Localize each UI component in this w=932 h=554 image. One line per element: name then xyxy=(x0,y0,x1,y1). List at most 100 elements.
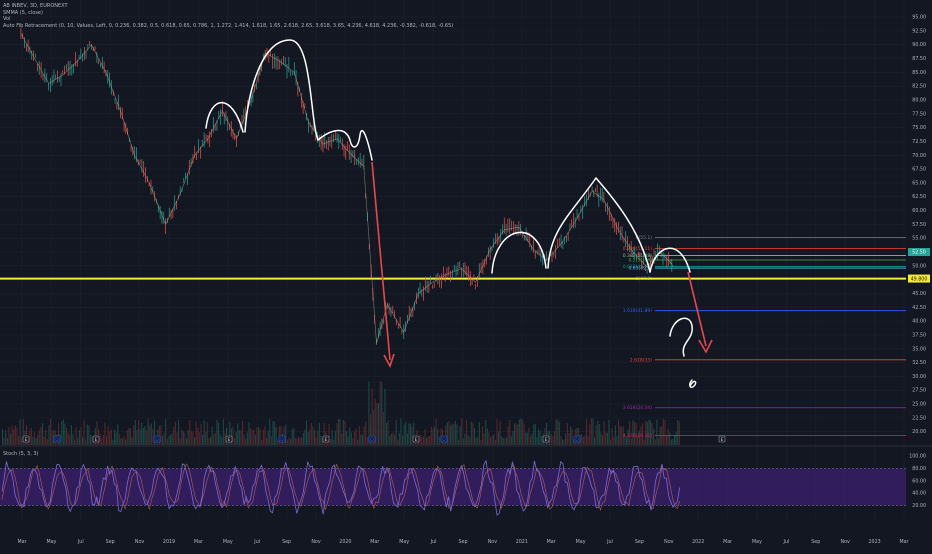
volume-bar xyxy=(275,427,277,445)
volume-bar xyxy=(13,429,15,445)
volume-bar xyxy=(277,439,279,445)
fib-level-label: 3.618(24.34) xyxy=(623,405,653,411)
event-marker-label: E xyxy=(95,437,98,443)
volume-bar xyxy=(378,403,380,445)
volume-bar xyxy=(115,432,117,445)
volume-bar xyxy=(530,436,532,445)
volume-bar xyxy=(202,434,204,445)
volume-bar xyxy=(178,420,180,445)
volume-bar xyxy=(82,437,84,445)
volume-bar xyxy=(86,424,88,445)
x-tick-label: May xyxy=(46,539,56,545)
volume-bar xyxy=(322,437,324,445)
volume-bar xyxy=(154,420,156,445)
volume-bar xyxy=(382,412,384,445)
volume-bar xyxy=(78,429,80,445)
event-marker-label: D xyxy=(280,437,284,443)
volume-bar xyxy=(573,438,575,445)
x-tick-label: Sep xyxy=(811,539,820,545)
x-tick-label: Jul xyxy=(606,539,613,545)
arrow-shaft xyxy=(371,161,391,361)
volume-bar xyxy=(101,438,103,445)
volume-bar xyxy=(134,420,136,445)
volume-bar xyxy=(504,438,506,445)
volume-bar xyxy=(3,437,5,445)
volume-bar xyxy=(45,430,47,445)
volume-bar xyxy=(107,426,109,445)
volume-bar xyxy=(186,438,188,445)
volume-bar xyxy=(670,439,672,445)
volume-bar xyxy=(48,425,50,445)
event-marker-label: D xyxy=(575,437,579,443)
volume-bar xyxy=(560,436,562,445)
x-tick-label: May xyxy=(576,539,586,545)
volume-bar xyxy=(70,424,72,445)
event-marker xyxy=(278,435,286,443)
volume-bar xyxy=(110,429,112,445)
volume-bar xyxy=(563,439,565,445)
y-tick-label: 70.00 xyxy=(912,153,926,159)
volume-bar xyxy=(646,421,648,445)
volume-bar xyxy=(354,431,356,445)
volume-bar xyxy=(587,436,589,445)
volume-bar xyxy=(269,418,271,445)
volume-bar xyxy=(30,427,32,445)
volume-bar xyxy=(622,426,624,445)
y-tick-label: 32.50 xyxy=(912,360,926,366)
volume-bar xyxy=(74,439,76,445)
volume-bar xyxy=(125,439,127,445)
volume-bar xyxy=(613,436,615,445)
volume-bar xyxy=(630,438,632,445)
volume-bar xyxy=(75,427,77,445)
volume-bar xyxy=(333,439,335,445)
volume-bar xyxy=(618,419,620,445)
volume-bar xyxy=(667,428,669,445)
volume-bar xyxy=(469,437,471,445)
volume-bar xyxy=(642,423,644,445)
volume-bar xyxy=(376,402,378,445)
volume-bar xyxy=(142,428,144,445)
volume-bar xyxy=(355,428,357,445)
volume-bar xyxy=(118,434,120,445)
volume-bar xyxy=(34,432,36,445)
volume-bar xyxy=(250,428,252,445)
handdrawn-curve xyxy=(649,247,691,273)
volume-bar xyxy=(549,430,551,445)
x-tick-label: Nov xyxy=(488,539,498,545)
volume-bar xyxy=(458,439,460,445)
volume-bar xyxy=(651,423,653,445)
volume-bar xyxy=(339,419,341,445)
volume-bar xyxy=(315,437,317,445)
volume-bar xyxy=(413,422,415,445)
volume-bar xyxy=(434,426,436,445)
y-tick-label: 62.50 xyxy=(912,194,926,200)
volume-bar xyxy=(102,434,104,445)
volume-bar xyxy=(291,429,293,445)
x-tick-label: 2021 xyxy=(516,539,528,545)
volume-bar xyxy=(173,426,175,445)
volume-bar xyxy=(198,432,200,445)
volume-bar xyxy=(310,422,312,445)
volume-bar xyxy=(451,423,453,445)
volume-bar xyxy=(594,437,596,445)
volume-bar xyxy=(590,418,592,445)
volume-bar xyxy=(240,430,242,445)
volume-bar xyxy=(506,437,508,445)
volume-bar xyxy=(624,434,626,445)
volume-bar xyxy=(472,422,474,445)
stoch-d-line xyxy=(1,463,680,511)
volume-bar xyxy=(214,432,216,445)
volume-bar xyxy=(99,433,101,445)
volume-bar xyxy=(163,433,165,445)
volume-bar xyxy=(589,424,591,445)
volume-bar xyxy=(203,420,205,445)
volume-bar xyxy=(114,430,116,445)
x-tick-label: May xyxy=(223,539,233,545)
volume-bar xyxy=(584,435,586,445)
volume-bar xyxy=(91,436,93,445)
volume-bar xyxy=(278,426,280,445)
x-tick-label: Nov xyxy=(311,539,321,545)
volume-bar xyxy=(205,431,207,445)
